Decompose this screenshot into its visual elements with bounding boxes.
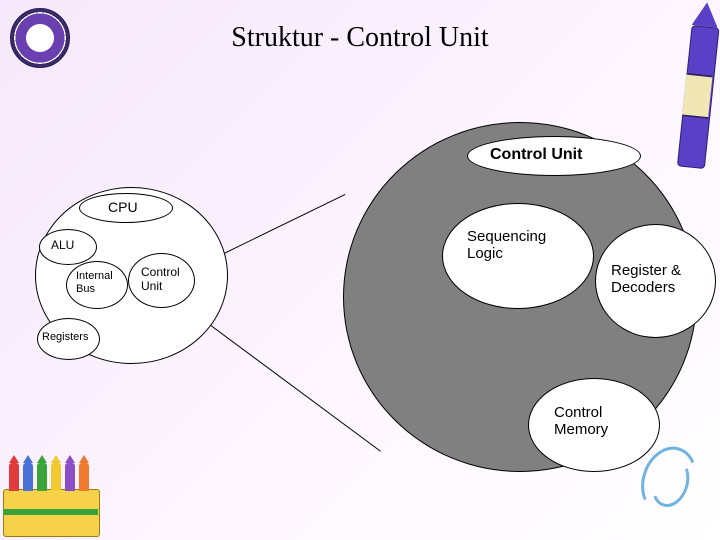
control-memory-label: Control Memory xyxy=(554,404,608,439)
control-unit-small-label: Control Unit xyxy=(141,266,180,294)
crayon-tip-icon xyxy=(37,463,47,491)
crayon-tip-icon xyxy=(51,463,61,491)
crayon-tip-icon xyxy=(23,463,33,491)
sequencing-logic-label: Sequencing Logic xyxy=(467,228,546,263)
internal-bus-label: Internal Bus xyxy=(76,270,113,295)
crayon-tip-icon xyxy=(65,463,75,491)
cpu-header-label: CPU xyxy=(108,199,138,215)
slide-title: Struktur - Control Unit xyxy=(0,22,720,54)
crayon-tip-icon xyxy=(79,463,89,491)
register-decoders-label: Register & Decoders xyxy=(611,262,681,297)
control-unit-header-label: Control Unit xyxy=(490,146,582,164)
registers-label: Registers xyxy=(42,331,88,344)
alu-label: ALU xyxy=(51,239,74,253)
crayon-box-icon xyxy=(3,459,98,537)
slide: Struktur - Control Unit Control Unit Seq… xyxy=(0,0,720,540)
crayon-tip-icon xyxy=(9,463,19,491)
